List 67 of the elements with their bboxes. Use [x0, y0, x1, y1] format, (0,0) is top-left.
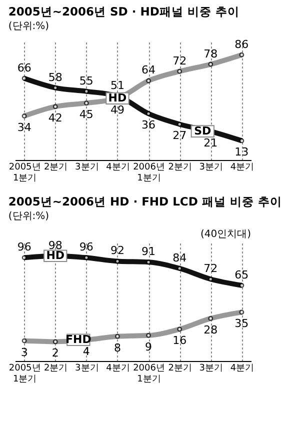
point [84, 255, 89, 260]
point [22, 255, 27, 260]
data-label: 21 [204, 136, 218, 150]
data-label: 16 [172, 334, 187, 348]
data-label: 58 [48, 70, 62, 84]
x-tick-label: 4분기 [230, 162, 254, 172]
point [52, 85, 58, 90]
x-tick-label: 2분기 [168, 364, 192, 374]
x-tick-label: 3분기 [75, 364, 99, 374]
data-label: 72 [172, 54, 187, 68]
x-tick-label: 3분기 [199, 364, 223, 374]
data-label: 49 [110, 103, 124, 116]
x-tick-label: 2005년 1분기 [8, 364, 41, 384]
x-tick-label: 4분기 [230, 364, 254, 374]
point [84, 88, 89, 94]
data-label: 51 [110, 79, 124, 92]
point [146, 260, 151, 265]
x-tick-label: 2분기 [44, 364, 68, 374]
x-tick-label: 2006년 1분기 [133, 364, 165, 384]
data-label: 9 [145, 340, 152, 354]
data-label: 66 [17, 61, 32, 74]
data-label: 55 [79, 74, 94, 88]
x-tick-label: 3분기 [75, 162, 99, 172]
data-label: 36 [142, 118, 156, 132]
x-tick-label: 2분기 [44, 162, 68, 172]
data-label: 34 [17, 121, 32, 134]
data-label: 96 [17, 240, 32, 254]
x-tick-label: 4분기 [106, 162, 130, 172]
data-label: 78 [204, 47, 218, 60]
data-label: 65 [234, 268, 249, 282]
x-tick-label: 2분기 [168, 162, 192, 172]
data-label: 45 [79, 108, 94, 122]
data-label: 13 [234, 146, 249, 159]
point [177, 122, 182, 127]
data-label: 84 [172, 251, 187, 264]
chart-subtitle: (단위:%) [8, 211, 50, 222]
point [177, 266, 182, 271]
data-label: 91 [142, 245, 156, 258]
data-label: 28 [204, 323, 218, 336]
chart-title: 2005년~2006년 SD · HD패널 비중 추이 [8, 4, 240, 18]
data-label: 42 [48, 112, 62, 125]
data-label: 35 [234, 317, 249, 330]
data-label: 72 [204, 262, 218, 276]
data-label: 27 [172, 129, 187, 142]
point [208, 276, 214, 282]
text: (40인치대) [200, 229, 252, 240]
data-label: 8 [114, 341, 121, 354]
x-tick-label: 4분기 [106, 364, 130, 374]
data-label: 86 [234, 38, 249, 51]
data-label: 4 [82, 344, 90, 358]
x-tick-label: 3분기 [199, 162, 223, 172]
x-tick-label: 2005년 1분기 [8, 162, 41, 184]
data-label: 92 [110, 244, 124, 258]
point [239, 282, 244, 288]
chart-title: 2005년~2006년 HD · FHD LCD 패널 비중 추이 [8, 194, 282, 208]
series-label: FHD [65, 332, 92, 346]
point [22, 76, 27, 81]
data-label: 64 [142, 64, 156, 77]
series-label: SD [194, 124, 212, 138]
point [115, 258, 120, 264]
x-tick-label: 2006년 1분기 [133, 162, 165, 184]
point [239, 138, 244, 144]
data-label: 96 [79, 240, 94, 254]
data-label: 2 [52, 346, 59, 360]
chart-subtitle: (단위:%) [8, 20, 50, 32]
point [146, 111, 151, 116]
data-label: 3 [20, 346, 28, 359]
